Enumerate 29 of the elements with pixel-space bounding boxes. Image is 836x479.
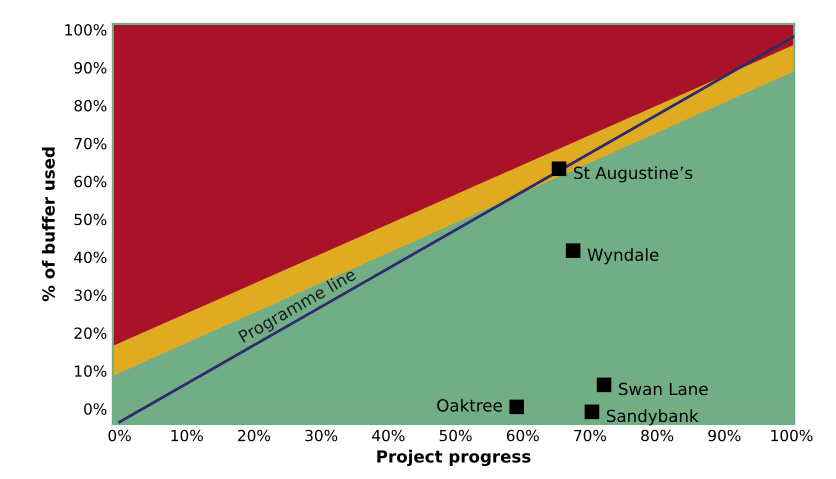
- y-tick-label: 90%: [74, 62, 106, 74]
- y-tick-label: 50%: [74, 214, 106, 226]
- y-tick-label: 20%: [74, 327, 106, 339]
- x-tick-label: 0%: [108, 430, 131, 442]
- y-tick-label: 80%: [74, 100, 106, 112]
- x-tick-label: 100%: [771, 430, 813, 442]
- x-axis-title: Project progress: [377, 450, 530, 466]
- x-tick-label: 50%: [440, 430, 472, 442]
- x-tick-label: 90%: [708, 430, 740, 442]
- y-tick-label: 60%: [74, 176, 106, 188]
- x-tick-label: 70%: [574, 430, 606, 442]
- x-tick-label: 40%: [372, 430, 404, 442]
- y-tick-label: 10%: [75, 365, 106, 377]
- x-tick-label: 20%: [238, 430, 270, 442]
- annotation: Sandybank: [606, 409, 699, 426]
- annotation: St Augustine’s: [574, 166, 692, 182]
- y-tick-label: 30%: [74, 289, 106, 302]
- x-tick-label: 10%: [171, 430, 203, 442]
- y-tick-label: 40%: [74, 252, 106, 264]
- y-tick-label: 70%: [74, 138, 106, 150]
- x-tick-label: 30%: [305, 430, 338, 442]
- y-axis-title: % of buffer used: [42, 148, 55, 302]
- y-tick-label: 100%: [65, 24, 106, 36]
- annotation: Swan Lane: [619, 382, 708, 396]
- x-tick-label: 80%: [641, 430, 674, 442]
- y-tick-label: 0%: [84, 403, 106, 415]
- x-tick-label: 60%: [506, 430, 539, 442]
- annotation: Oaktree: [437, 398, 502, 412]
- annotation: Wyndale: [588, 248, 658, 264]
